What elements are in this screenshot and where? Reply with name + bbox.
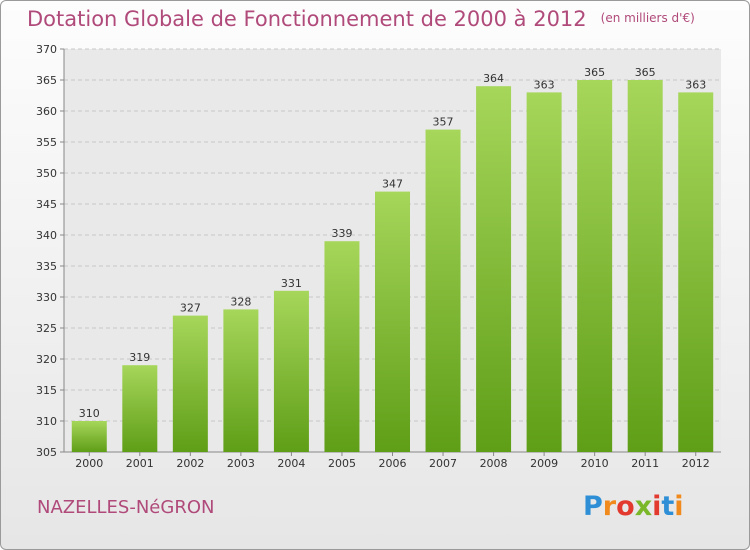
y-tick-label: 345 <box>36 198 57 211</box>
data-label: 319 <box>129 351 150 364</box>
x-tick-label: 2008 <box>480 457 508 470</box>
y-tick-label: 315 <box>36 384 57 397</box>
y-tick-label: 365 <box>36 74 57 87</box>
y-tick-label: 360 <box>36 105 57 118</box>
data-label: 331 <box>281 277 302 290</box>
y-tick-label: 340 <box>36 229 57 242</box>
x-tick-label: 2000 <box>75 457 103 470</box>
data-label: 327 <box>180 302 201 315</box>
bar <box>375 191 410 452</box>
x-tick-label: 2012 <box>682 457 710 470</box>
logo-letter: i <box>652 491 662 522</box>
logo-letter: P <box>583 491 603 522</box>
bar <box>526 92 562 453</box>
x-tick-label: 2002 <box>176 457 204 470</box>
y-tick-label: 320 <box>36 353 57 366</box>
bar <box>577 80 613 452</box>
x-tick-label: 2011 <box>631 457 659 470</box>
bar <box>627 80 663 452</box>
bar <box>476 86 512 452</box>
commune-name: NAZELLES-NéGRON <box>37 497 215 518</box>
x-tick-label: 2010 <box>581 457 609 470</box>
bar <box>324 241 360 452</box>
logo-letter: x <box>634 491 653 522</box>
bar <box>223 309 259 452</box>
data-label: 310 <box>79 407 100 420</box>
y-tick-label: 325 <box>36 322 57 335</box>
logo-letter: t <box>661 491 675 522</box>
logo-letter: i <box>674 491 684 522</box>
y-tick-label: 350 <box>36 167 57 180</box>
x-tick-label: 2001 <box>126 457 154 470</box>
data-label: 347 <box>382 178 403 191</box>
x-tick-label: 2007 <box>429 457 457 470</box>
x-tick-label: 2003 <box>227 457 255 470</box>
x-tick-label: 2006 <box>379 457 407 470</box>
bar <box>122 365 158 452</box>
data-label: 365 <box>584 66 605 79</box>
logo-letter: o <box>616 491 635 522</box>
y-tick-label: 305 <box>36 446 57 459</box>
chart-unit-label: (en milliers d'€) <box>600 11 695 25</box>
proxiti-logo: Proxiti <box>583 491 684 522</box>
data-label: 363 <box>685 78 706 91</box>
chart-title-text: Dotation Globale de Fonctionnement de 20… <box>27 7 587 31</box>
y-tick-label: 335 <box>36 260 57 273</box>
x-tick-label: 2005 <box>328 457 356 470</box>
data-label: 328 <box>230 295 251 308</box>
y-tick-label: 370 <box>36 43 57 56</box>
x-tick-label: 2004 <box>277 457 305 470</box>
bar <box>425 129 461 452</box>
data-label: 339 <box>331 227 352 240</box>
y-tick-label: 355 <box>36 136 57 149</box>
y-tick-label: 310 <box>36 415 57 428</box>
data-label: 357 <box>433 116 454 129</box>
bar <box>678 92 714 453</box>
chart-title: Dotation Globale de Fonctionnement de 20… <box>27 7 695 31</box>
bar <box>172 315 208 452</box>
bar <box>273 290 309 452</box>
logo-letter: r <box>602 491 617 522</box>
y-tick-label: 330 <box>36 291 57 304</box>
data-label: 364 <box>483 72 504 85</box>
data-label: 363 <box>534 78 555 91</box>
bar <box>71 421 107 452</box>
x-tick-label: 2009 <box>530 457 558 470</box>
data-label: 365 <box>635 66 656 79</box>
